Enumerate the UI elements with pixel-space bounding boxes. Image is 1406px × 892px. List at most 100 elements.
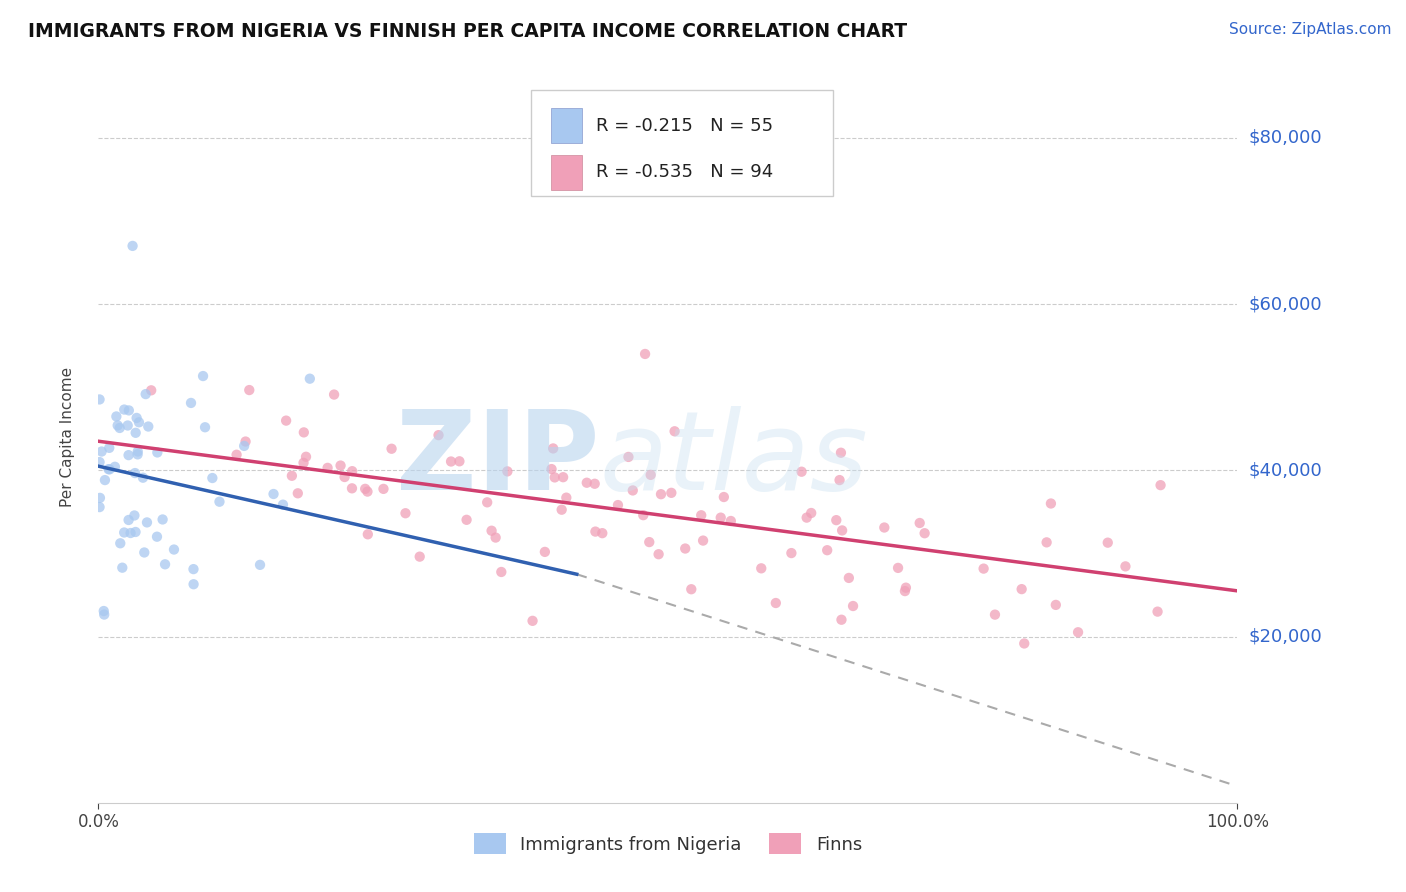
Point (830, 613, 852, 627)
Point (117, 513, 139, 527)
Point (180, 396, 202, 410)
Point (89, 455, 111, 469)
Point (477, 495, 499, 509)
Point (607, 498, 630, 512)
Point (208, 494, 231, 508)
Point (235, 434, 257, 449)
Point (90, 444, 112, 458)
FancyBboxPatch shape (531, 90, 832, 195)
Point (1011, 582, 1033, 596)
Point (664, 425, 686, 439)
Point (650, 487, 672, 501)
Point (496, 464, 519, 478)
Point (292, 425, 315, 440)
Point (491, 565, 513, 579)
Point (1067, 625, 1090, 640)
Point (887, 561, 910, 575)
Point (298, 372, 321, 386)
Point (112, 402, 135, 417)
Point (120, 526, 142, 541)
Point (544, 470, 567, 484)
Point (973, 561, 995, 575)
Point (89, 500, 111, 515)
Point (634, 347, 657, 361)
Point (1097, 535, 1119, 549)
Point (225, 448, 247, 462)
Point (555, 491, 578, 505)
Text: $20,000: $20,000 (1249, 628, 1322, 646)
Text: Source: ZipAtlas.com: Source: ZipAtlas.com (1229, 22, 1392, 37)
Point (673, 541, 696, 556)
Point (124, 524, 146, 539)
Point (117, 448, 139, 462)
Point (591, 526, 613, 541)
Point (659, 486, 682, 500)
Point (409, 549, 432, 564)
Text: R = -0.215   N = 55: R = -0.215 N = 55 (596, 117, 773, 135)
Text: ZIP: ZIP (396, 406, 599, 513)
Point (534, 545, 557, 559)
Point (98, 462, 121, 476)
Point (692, 533, 714, 548)
Point (135, 387, 157, 401)
Point (93, 604, 115, 618)
Point (633, 508, 655, 523)
Point (249, 558, 271, 572)
Point (1146, 605, 1168, 619)
Point (449, 454, 471, 468)
Point (105, 409, 128, 424)
Point (141, 384, 163, 398)
Point (485, 531, 508, 545)
Point (146, 530, 169, 544)
Point (89, 392, 111, 407)
Point (456, 513, 478, 527)
Point (191, 369, 214, 384)
Point (121, 239, 143, 253)
Point (281, 468, 304, 483)
Point (295, 450, 318, 464)
Point (522, 614, 544, 628)
Point (356, 484, 378, 499)
Point (110, 536, 132, 550)
Point (394, 506, 416, 520)
Point (233, 439, 256, 453)
Text: atlas: atlas (599, 406, 868, 513)
Point (127, 444, 149, 458)
Legend: Immigrants from Nigeria, Finns: Immigrants from Nigeria, Finns (468, 828, 868, 860)
Point (553, 470, 575, 484)
Point (780, 546, 803, 560)
Point (98, 441, 121, 455)
Point (152, 512, 174, 526)
Point (276, 414, 298, 428)
Point (340, 464, 363, 478)
Point (238, 383, 260, 397)
Point (340, 481, 363, 495)
Point (357, 527, 380, 541)
Point (720, 514, 742, 528)
Point (1045, 598, 1067, 612)
Point (575, 475, 598, 490)
Point (316, 461, 339, 475)
Point (97, 462, 120, 476)
Point (183, 577, 205, 591)
Point (124, 508, 146, 523)
Point (681, 582, 703, 597)
Point (1039, 496, 1062, 510)
Text: R = -0.535   N = 94: R = -0.535 N = 94 (596, 163, 773, 181)
Y-axis label: Per Capita Income: Per Capita Income (60, 367, 75, 508)
Point (201, 471, 224, 485)
Point (838, 571, 860, 585)
Point (1149, 478, 1171, 492)
Point (183, 562, 205, 576)
Point (894, 581, 917, 595)
Point (136, 419, 159, 434)
Point (93, 607, 115, 622)
Point (194, 420, 217, 434)
Point (800, 506, 823, 520)
Point (104, 459, 127, 474)
Point (287, 486, 309, 500)
Point (713, 490, 735, 504)
Point (830, 446, 852, 460)
Point (136, 516, 159, 530)
Point (112, 525, 135, 540)
